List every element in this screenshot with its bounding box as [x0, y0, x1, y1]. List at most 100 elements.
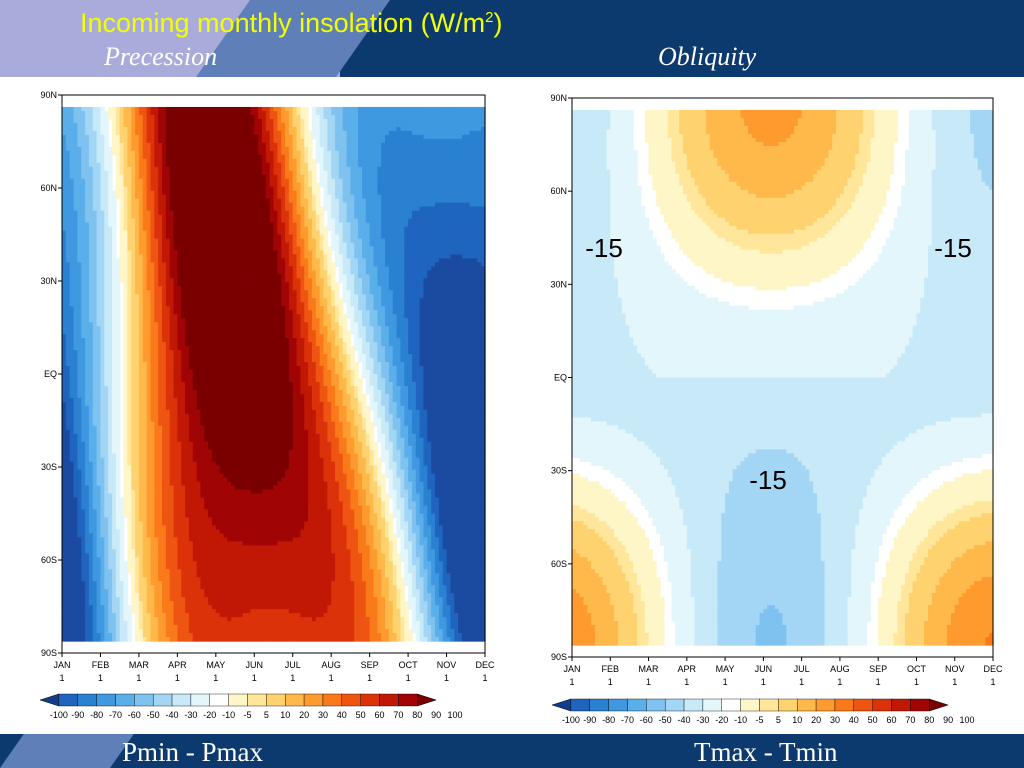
heatmap-cell [235, 110, 240, 116]
heatmap-cell [423, 246, 428, 252]
heatmap-cell [400, 262, 405, 267]
heatmap-cell [269, 122, 275, 128]
heatmap-cell [119, 262, 125, 267]
heatmap-cell [235, 246, 240, 252]
heatmap-cell [373, 282, 378, 287]
heatmap-cell [85, 162, 90, 168]
heatmap-cell [281, 198, 286, 204]
heatmap-cell [273, 218, 278, 224]
heatmap-cell [246, 270, 252, 275]
heatmap-cell [369, 246, 375, 252]
heatmap-cell [481, 182, 486, 188]
heatmap-cell [381, 170, 386, 176]
heatmap-cell [73, 178, 78, 184]
heatmap-cell [408, 254, 413, 260]
heatmap-cell [269, 170, 275, 176]
heatmap-cell [354, 118, 359, 124]
heatmap-cell [77, 110, 82, 116]
heatmap-cell [192, 234, 198, 240]
heatmap-cell [450, 146, 455, 152]
heatmap-cell [377, 206, 382, 212]
heatmap-cell [200, 222, 205, 228]
heatmap-cell [469, 222, 475, 228]
heatmap-cell [192, 114, 198, 120]
heatmap-cell [327, 134, 332, 140]
heatmap-cell [292, 154, 298, 160]
heatmap-cell [342, 106, 348, 112]
heatmap-cell [196, 118, 202, 124]
heatmap-cell [373, 118, 378, 124]
heatmap-cell [73, 274, 78, 279]
heatmap-cell [208, 194, 213, 200]
heatmap-cell [358, 166, 363, 172]
heatmap-cell [442, 138, 448, 144]
heatmap-cell [92, 242, 98, 248]
heatmap-cell [81, 154, 86, 160]
heatmap-cell [431, 202, 436, 208]
heatmap-cell [469, 258, 475, 263]
heatmap-cell [285, 158, 290, 164]
heatmap-cell [250, 274, 255, 279]
heatmap-cell [377, 214, 382, 220]
heatmap-cell [146, 198, 152, 204]
heatmap-cell [296, 274, 302, 279]
heatmap-cell [150, 214, 155, 220]
heatmap-cell [350, 210, 355, 216]
heatmap-cell [350, 270, 355, 275]
heatmap-cell [469, 170, 475, 176]
heatmap-cell [108, 194, 113, 200]
heatmap-cell [400, 182, 405, 188]
heatmap-cell [277, 130, 282, 136]
heatmap-cell [435, 210, 440, 216]
heatmap-cell [311, 278, 317, 283]
heatmap-cell [273, 278, 278, 283]
heatmap-cell [365, 238, 371, 244]
heatmap-cell [281, 238, 286, 244]
heatmap-cell [477, 254, 482, 260]
heatmap-cell [415, 222, 421, 228]
heatmap-cell [231, 174, 236, 180]
heatmap-cell [104, 274, 109, 279]
heatmap-cell [304, 270, 309, 275]
heatmap-cell [131, 210, 136, 216]
heatmap-cell [227, 210, 232, 216]
heatmap-cell [342, 198, 348, 204]
heatmap-cell [361, 266, 367, 271]
heatmap-cell [431, 262, 436, 267]
heatmap-cell [338, 162, 344, 168]
heatmap-cell [288, 194, 294, 200]
heatmap-cell [154, 250, 159, 256]
heatmap-cell [481, 286, 486, 291]
heatmap-cell [92, 190, 98, 196]
heatmap-cell [108, 182, 113, 188]
heatmap-cell [119, 222, 125, 228]
heatmap-cell [450, 202, 455, 208]
heatmap-cell [77, 142, 82, 148]
heatmap-cell [146, 274, 152, 279]
heatmap-cell [169, 222, 175, 228]
heatmap-cell [365, 150, 371, 156]
heatmap-cell [231, 202, 236, 208]
heatmap-cell [281, 170, 286, 176]
heatmap-cell [65, 162, 71, 168]
heatmap-cell [354, 194, 359, 200]
heatmap-cell [400, 198, 405, 204]
heatmap-cell [188, 250, 194, 256]
heatmap-cell [415, 158, 421, 164]
heatmap-cell [361, 122, 367, 128]
heatmap-cell [381, 214, 386, 220]
heatmap-cell [319, 206, 325, 212]
heatmap-cell [438, 154, 444, 160]
heatmap-cell [296, 258, 302, 263]
heatmap-cell [250, 142, 255, 148]
heatmap-cell [323, 246, 328, 252]
heatmap-cell [361, 118, 367, 124]
heatmap-cell [369, 198, 375, 204]
heatmap-cell [123, 254, 128, 260]
heatmap-cell [404, 238, 409, 244]
heatmap-cell [65, 126, 71, 132]
heatmap-cell [365, 278, 371, 283]
heatmap-cell [411, 226, 417, 232]
heatmap-cell [211, 194, 217, 200]
heatmap-cell [127, 122, 132, 128]
